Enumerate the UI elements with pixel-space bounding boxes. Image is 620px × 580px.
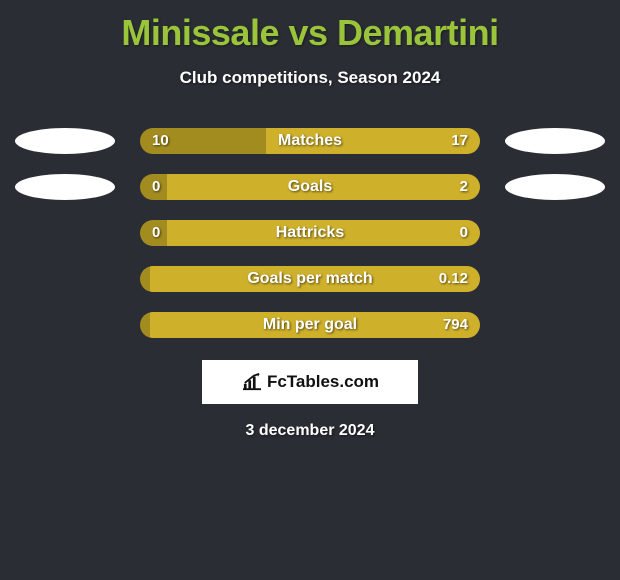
stat-label: Goals per match xyxy=(140,266,480,292)
team-badge-left xyxy=(15,128,115,154)
page-subtitle: Club competitions, Season 2024 xyxy=(0,68,620,88)
stat-bar: 02Goals xyxy=(140,174,480,200)
stats-container: 1017Matches 02Goals 00Hattricks 0.12Goals p… xyxy=(0,128,620,338)
bars-icon xyxy=(241,373,263,391)
stat-row: 794Min per goal xyxy=(15,312,605,338)
stat-row: 0.12Goals per match xyxy=(15,266,605,292)
stat-label: Min per goal xyxy=(140,312,480,338)
stat-label: Matches xyxy=(140,128,480,154)
stat-label: Hattricks xyxy=(140,220,480,246)
stat-bar: 0.12Goals per match xyxy=(140,266,480,292)
brand-text: FcTables.com xyxy=(267,372,379,392)
page-title: Minissale vs Demartini xyxy=(0,0,620,54)
stat-row: 00Hattricks xyxy=(15,220,605,246)
stat-row: 02Goals xyxy=(15,174,605,200)
stat-bar: 00Hattricks xyxy=(140,220,480,246)
team-badge-right xyxy=(505,174,605,200)
stat-label: Goals xyxy=(140,174,480,200)
stat-bar: 1017Matches xyxy=(140,128,480,154)
team-badge-left xyxy=(15,174,115,200)
stat-bar: 794Min per goal xyxy=(140,312,480,338)
footer-date: 3 december 2024 xyxy=(0,422,620,440)
stat-row: 1017Matches xyxy=(15,128,605,154)
brand-badge: FcTables.com xyxy=(202,360,418,404)
team-badge-right xyxy=(505,128,605,154)
